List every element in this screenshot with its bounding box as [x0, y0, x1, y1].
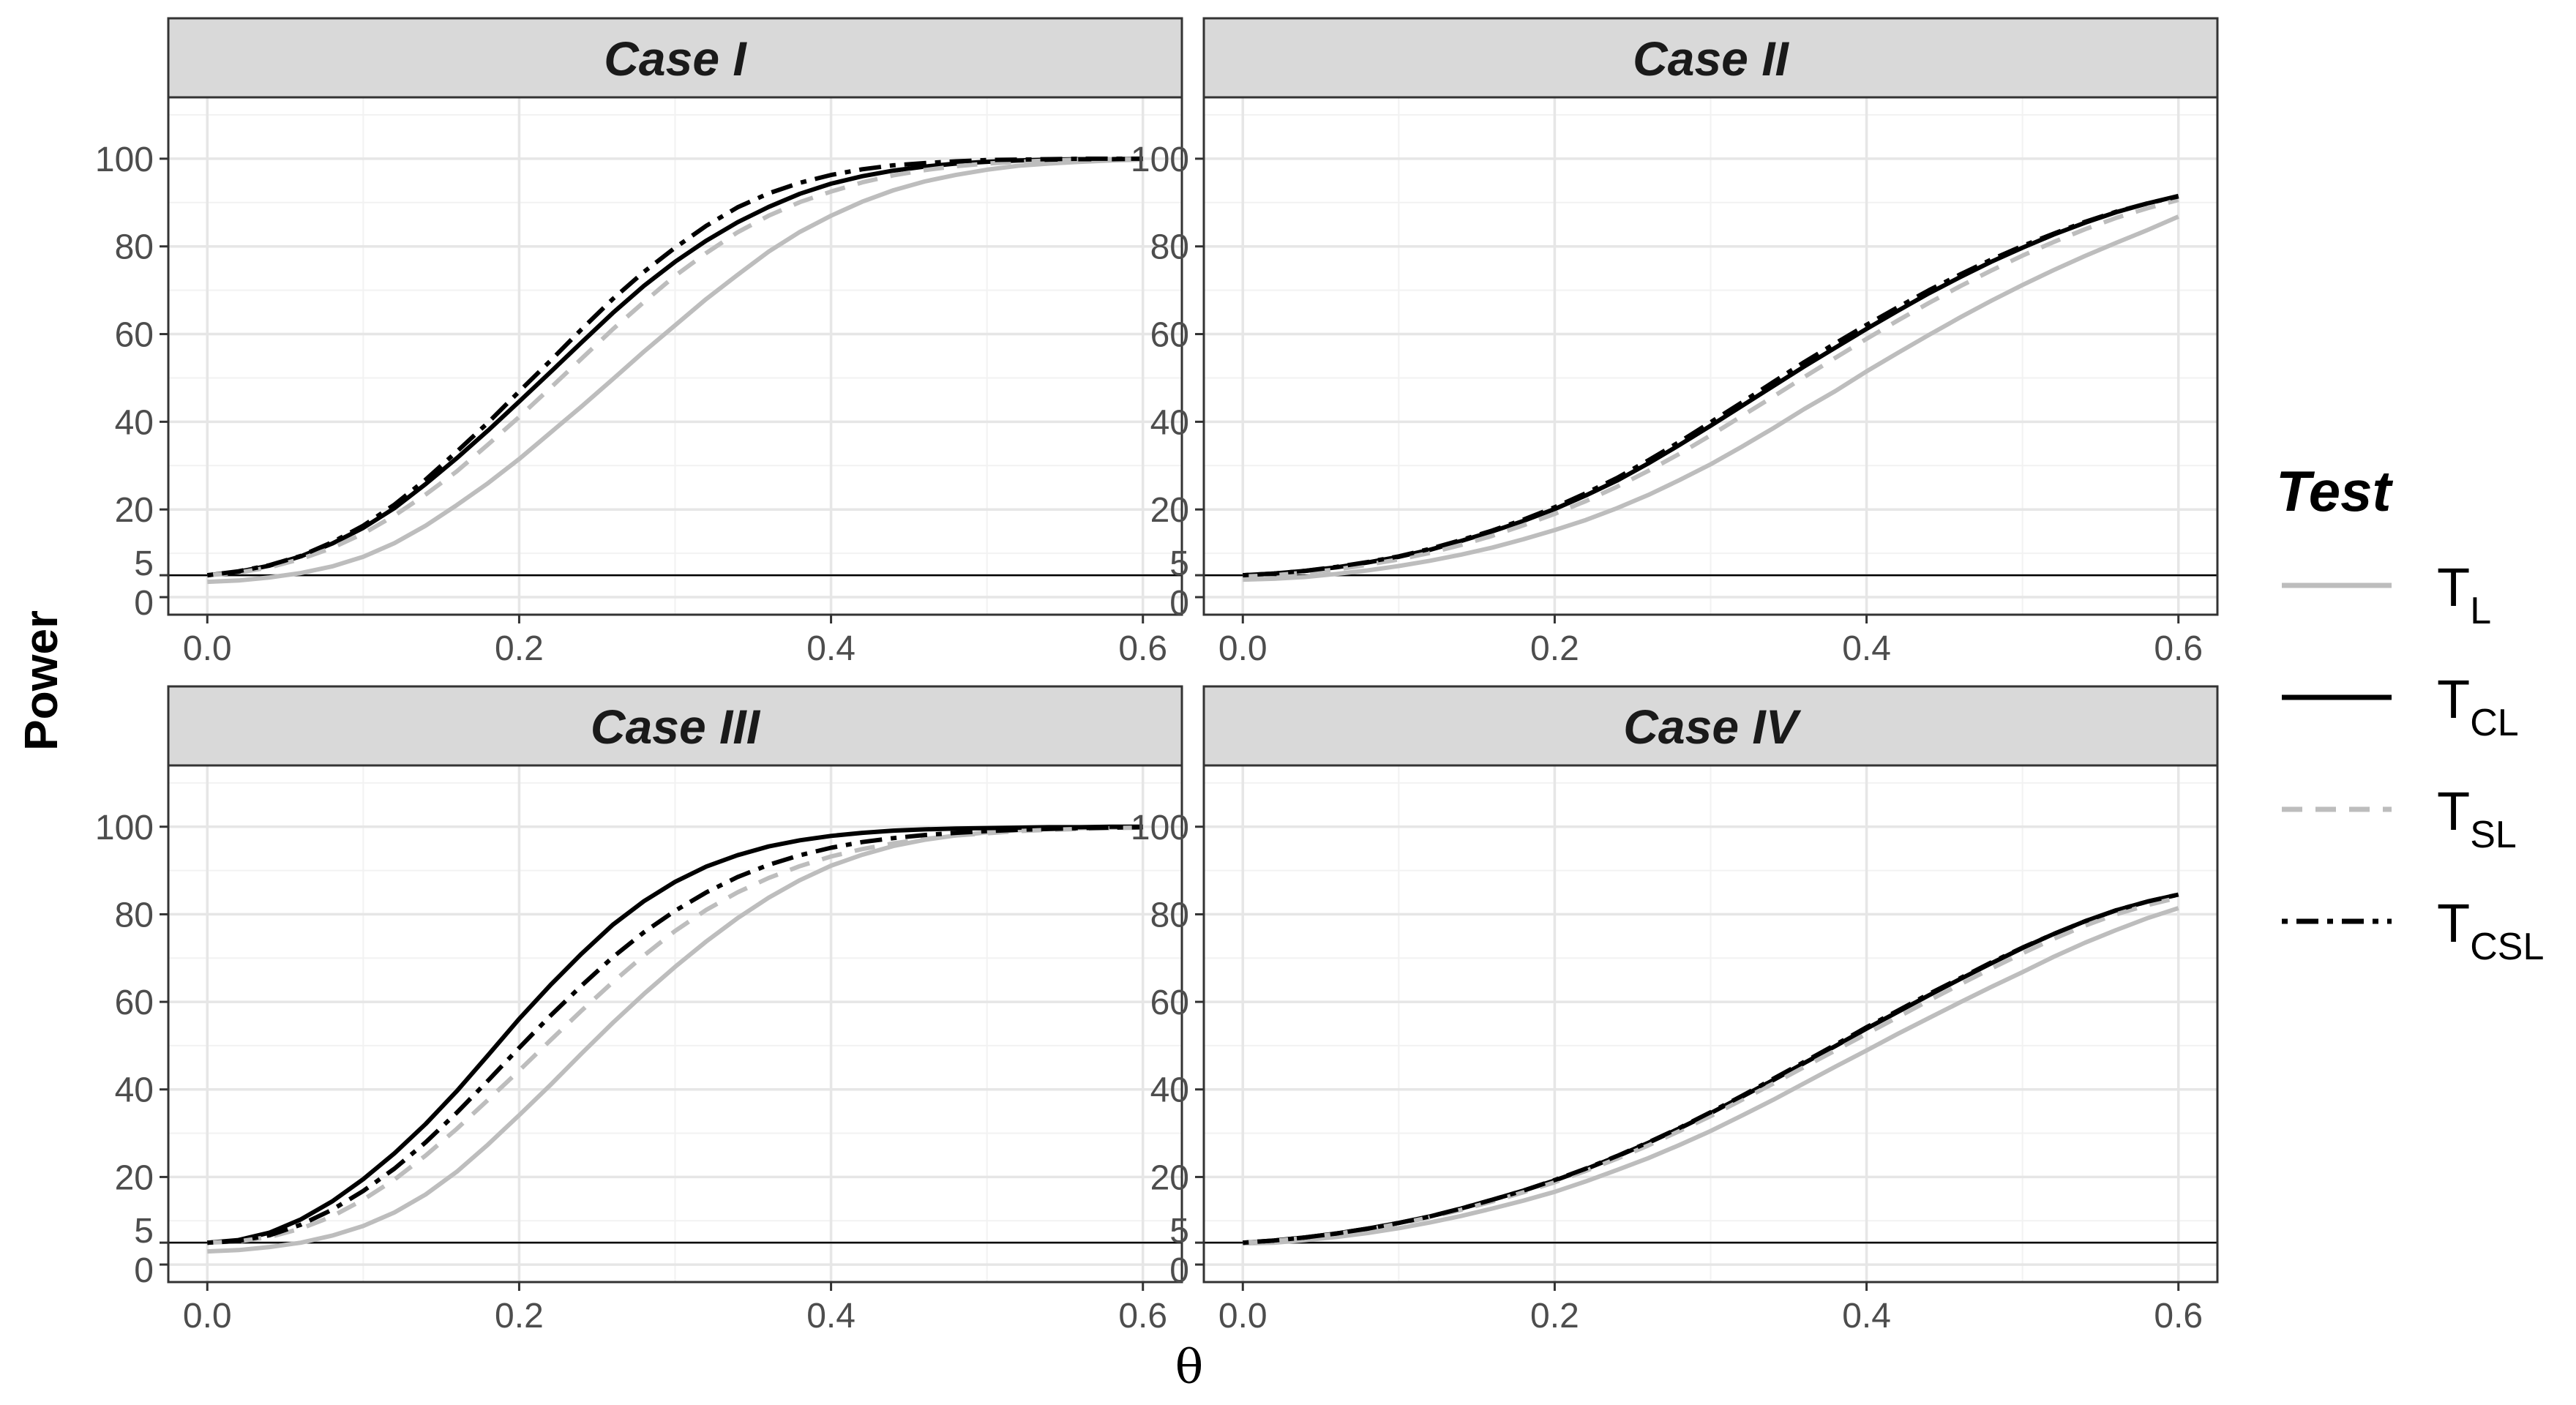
panel-border	[1202, 96, 2219, 616]
y-tick-label: 0	[1169, 1251, 1189, 1290]
series-line-4	[206, 156, 1143, 578]
facet-strip	[1202, 17, 2219, 99]
series-line-1	[1243, 906, 2179, 1246]
y-tick-label: 5	[1169, 544, 1189, 583]
x-axis-title: θ	[1175, 1341, 1204, 1395]
y-tick-label: 60	[115, 316, 154, 355]
x-tick-label: 0.2	[495, 1297, 544, 1335]
y-tick-label: 40	[115, 1071, 154, 1110]
x-tick-label: 0.2	[1530, 629, 1579, 668]
panel-4: Case IV 05 20 40 60 80 100 0.0 0.2 0.4 0.6	[1131, 685, 2219, 1335]
y-tick-label: 60	[1150, 316, 1189, 355]
legend-label-1: TL	[2437, 557, 2491, 632]
facet-title: Case I	[604, 31, 747, 86]
y-tick-label: 5	[134, 544, 154, 583]
series-line-4	[1243, 892, 2179, 1245]
x-tick-label: 0.2	[495, 629, 544, 668]
x-tick-label: 0.6	[1118, 1297, 1167, 1335]
series-line-4	[1243, 194, 2179, 578]
panel-border	[167, 96, 1183, 616]
series-line-3	[207, 825, 1143, 1245]
legend-label-4: TCSL	[2437, 893, 2544, 968]
y-tick-label: 0	[134, 1251, 154, 1290]
y-tick-label: 80	[115, 896, 154, 934]
facet-strip	[1202, 685, 2219, 767]
y-tick-label: 20	[115, 491, 154, 530]
y-tick-label: 40	[115, 403, 154, 442]
legend-label-3: TSL	[2437, 781, 2517, 856]
y-tick-label: 60	[115, 984, 154, 1022]
y-tick-label: 80	[1150, 896, 1189, 934]
y-tick-label: 40	[1150, 1071, 1189, 1110]
series-line-2	[207, 824, 1143, 1245]
facet-title: Case IV	[1623, 700, 1801, 754]
panel-2: Case II 05 20 40 60 80 100 0.0 0.2 0.4 0.6	[1131, 17, 2219, 668]
x-tick-label: 0.0	[1218, 629, 1268, 668]
x-tick-label: 0.6	[1118, 629, 1167, 668]
x-tick-label: 0.4	[806, 1297, 855, 1335]
x-tick-label: 0.4	[1842, 629, 1891, 668]
x-tick-label: 0.4	[1842, 1297, 1891, 1335]
y-tick-label: 20	[1150, 491, 1189, 530]
y-tick-label: 5	[134, 1212, 154, 1251]
y-tick-label: 40	[1150, 403, 1189, 442]
x-tick-label: 0.4	[806, 629, 855, 668]
x-tick-label: 0.2	[1530, 1297, 1579, 1335]
x-tick-label: 0.6	[2154, 1297, 2203, 1335]
legend: Test TL TCL TSL TCSL	[2276, 459, 2544, 968]
facet-title: Case II	[1633, 31, 1789, 86]
y-tick-label: 20	[1150, 1158, 1189, 1197]
series-line-1	[207, 157, 1143, 585]
panel-border	[167, 764, 1183, 1284]
y-tick-label: 100	[1131, 140, 1189, 179]
x-tick-label: 0.0	[183, 1297, 232, 1335]
series-line-1	[1243, 214, 2179, 582]
panel-border	[1202, 764, 2219, 1284]
y-tick-label: 0	[1169, 584, 1189, 623]
series-line-4	[207, 825, 1143, 1245]
panel-3: Case III 05 20 40 60 80 100 0.0 0.2 0.4 0.6	[95, 685, 1183, 1335]
legend-label-2: TCL	[2437, 669, 2519, 744]
y-axis-title: Power	[15, 610, 67, 751]
y-tick-label: 60	[1150, 984, 1189, 1022]
facet-title: Case III	[591, 700, 761, 754]
facet-strip	[167, 17, 1183, 99]
y-tick-label: 100	[95, 809, 154, 847]
x-tick-label: 0.6	[2154, 629, 2203, 668]
y-tick-label: 100	[95, 140, 154, 179]
y-tick-label: 80	[115, 228, 154, 267]
y-tick-label: 100	[1131, 809, 1189, 847]
x-tick-label: 0.0	[1218, 1297, 1268, 1335]
x-tick-label: 0.0	[183, 629, 232, 668]
y-tick-label: 20	[115, 1158, 154, 1197]
series-line-3	[1243, 198, 2179, 579]
y-tick-label: 80	[1150, 228, 1189, 267]
y-tick-label: 0	[134, 584, 154, 623]
legend-title: Test	[2276, 459, 2394, 523]
y-tick-label: 5	[1169, 1212, 1189, 1251]
series-line-3	[1243, 895, 2179, 1245]
facet-strip	[167, 685, 1183, 767]
panel-1: Case I 05 20 40 60 80 100 0.0 0.2 0.4 0.6	[95, 17, 1183, 668]
